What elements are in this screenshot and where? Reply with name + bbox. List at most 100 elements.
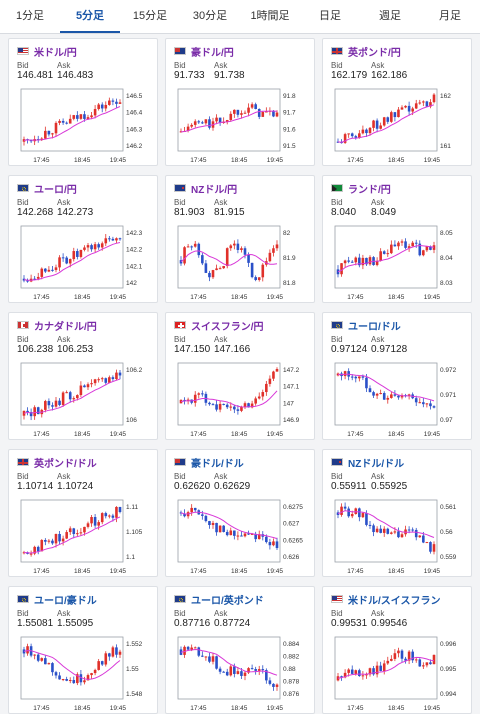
currency-card[interactable]: ユーロ/豪ドル Bid Ask 1.55081 1.55095 1.552 1.55 1.54… xyxy=(8,586,158,714)
currency-pair-link[interactable]: ユーロ/円 xyxy=(34,184,77,196)
card-title: ランド/円 xyxy=(331,181,391,196)
candle-body xyxy=(33,654,36,656)
currency-pair-link[interactable]: ユーロ/ドル xyxy=(348,321,401,333)
candle-body xyxy=(414,242,418,244)
candle-body xyxy=(208,521,211,526)
currency-pair-link[interactable]: ランド/円 xyxy=(348,184,391,196)
candle-body xyxy=(397,242,400,247)
candle-body xyxy=(379,125,382,129)
candle-body xyxy=(418,535,422,538)
currency-pair-link[interactable]: スイスフラン/円 xyxy=(191,321,264,333)
candle-body xyxy=(254,277,257,280)
tab-timeframe[interactable]: 月足 xyxy=(439,10,461,22)
tab-timeframe[interactable]: 1分足 xyxy=(15,10,45,22)
x-tick-label: 19:45 xyxy=(424,705,441,712)
candle-body xyxy=(90,245,93,250)
candle-body xyxy=(190,246,193,248)
currency-pair-link[interactable]: 米ドル/円 xyxy=(34,47,77,59)
x-tick-label: 17:45 xyxy=(33,568,50,575)
currency-card[interactable]: 英ポンド/ドル Bid Ask 1.10714 1.10724 1.11 1.105 1.1 1… xyxy=(8,449,158,577)
currency-card[interactable]: NZドル/円 Bid Ask 81.903 81.915 82 81.9 81.8 17:45 1… xyxy=(165,175,315,303)
currency-card[interactable]: 米ドル/スイスフラン Bid Ask 0.99531 0.99546 0.996 0.995… xyxy=(322,586,472,714)
x-tick-label: 19:45 xyxy=(424,157,441,164)
candle-body xyxy=(272,248,275,253)
candle-body xyxy=(104,513,108,517)
candle-body xyxy=(393,244,397,247)
currency-card[interactable]: 英ポンド/円 Bid Ask 162.179 162.186 162 161 17:45 18:… xyxy=(322,38,472,166)
tab-timeframe[interactable]: 1時間足 xyxy=(250,10,290,22)
flag-icon xyxy=(331,321,343,329)
candle-body xyxy=(211,270,215,278)
currency-pair-link[interactable]: 英ポンド/ドル xyxy=(34,458,97,470)
y-tick-label: 91.8 xyxy=(283,93,296,100)
candle-body xyxy=(76,251,79,257)
candle-body xyxy=(36,654,40,661)
candle-body xyxy=(257,669,261,671)
candle-body xyxy=(397,395,400,398)
y-tick-label: 142.1 xyxy=(126,263,143,270)
currency-pair-link[interactable]: 豪ドル/ドル xyxy=(191,458,244,470)
x-tick-label: 17:45 xyxy=(347,157,364,164)
currency-card[interactable]: ユーロ/英ポンド Bid Ask 0.87716 0.87724 0.884 0.882 0.… xyxy=(165,586,315,714)
candle-body xyxy=(429,403,432,407)
candle-body xyxy=(361,257,365,266)
candle-body xyxy=(414,398,418,403)
currency-pair-link[interactable]: NZドル/円 xyxy=(191,184,238,196)
candle-body xyxy=(100,513,104,523)
bid-value: 142.268 xyxy=(17,207,54,218)
currency-card[interactable]: 豪ドル/ドル Bid Ask 0.62620 0.62629 0.6275 0.627 0.6… xyxy=(165,449,315,577)
currency-pair-link[interactable]: 米ドル/スイスフラン xyxy=(348,595,441,607)
candle-body xyxy=(47,269,51,272)
tab-timeframe[interactable]: 15分足 xyxy=(132,10,168,22)
candle-body xyxy=(193,394,197,403)
currency-card[interactable]: ユーロ/ドル Bid Ask 0.97124 0.97128 0.972 0.971 0.97… xyxy=(322,312,472,440)
candle-body xyxy=(265,536,268,543)
candle-body xyxy=(350,669,354,674)
candle-body xyxy=(390,394,393,398)
y-tick-label: 0.972 xyxy=(440,367,457,374)
currency-pair-link[interactable]: ユーロ/豪ドル xyxy=(34,595,97,607)
currency-pair-link[interactable]: 豪ドル/円 xyxy=(191,47,234,59)
x-tick-label: 19:45 xyxy=(110,157,127,164)
currency-pair-link[interactable]: NZドル/ドル xyxy=(348,458,405,470)
tab-timeframe[interactable]: 週足 xyxy=(379,10,401,22)
y-tick-label: 91.5 xyxy=(283,143,296,150)
ask-label: Ask xyxy=(57,335,71,344)
candle-body xyxy=(375,120,379,129)
currency-card[interactable]: ランド/円 Bid Ask 8.040 8.049 8.05 8.04 8.03 17:45 18… xyxy=(322,175,472,303)
moving-average-line xyxy=(23,242,121,281)
candle-body xyxy=(347,260,350,262)
currency-pair-link[interactable]: ユーロ/英ポンド xyxy=(191,595,264,607)
currency-card[interactable]: スイスフラン/円 Bid Ask 147.150 147.166 147.2 147.1 14… xyxy=(165,312,315,440)
candle-body xyxy=(108,377,111,383)
candle-body xyxy=(257,534,261,540)
price-chart: 0.884 0.882 0.88 0.878 0.876 17:45 18:45 19:45 xyxy=(177,636,300,712)
candle-body xyxy=(72,115,76,119)
candle-body xyxy=(54,533,58,544)
candle-body xyxy=(414,529,418,538)
candle-body xyxy=(115,372,118,380)
candle-body xyxy=(100,243,104,248)
card-title: ユーロ/英ポンド xyxy=(174,592,264,607)
candle-body xyxy=(61,392,65,405)
currency-pair-link[interactable]: カナダドル/円 xyxy=(34,321,97,333)
currency-card[interactable]: ユーロ/円 Bid Ask 142.268 142.273 142.3 142.2 142.1… xyxy=(8,175,158,303)
candle-body xyxy=(240,248,243,250)
currency-card[interactable]: カナダドル/円 Bid Ask 106.238 106.253 106.2 106 17:45… xyxy=(8,312,158,440)
candle-body xyxy=(47,540,51,542)
candle-body xyxy=(365,513,368,525)
y-tick-label: 8.03 xyxy=(440,280,453,287)
candle-body xyxy=(93,109,97,116)
currency-card[interactable]: NZドル/ドル Bid Ask 0.55911 0.55925 0.561 0.56 0.55… xyxy=(322,449,472,577)
bid-label: Bid xyxy=(17,472,29,481)
x-tick-label: 18:45 xyxy=(388,705,405,712)
x-tick-label: 18:45 xyxy=(74,157,91,164)
currency-card[interactable]: 米ドル/円 Bid Ask 146.481 146.483 146.5 146.4 146.3… xyxy=(8,38,158,166)
tab-timeframe[interactable]: 30分足 xyxy=(192,10,228,22)
bid-label: Bid xyxy=(17,609,29,618)
candle-body xyxy=(429,102,432,107)
tab-timeframe[interactable]: 5分足 xyxy=(60,0,120,33)
currency-card[interactable]: 豪ドル/円 Bid Ask 91.733 91.738 91.8 91.7 91.6 91.5 1… xyxy=(165,38,315,166)
currency-pair-link[interactable]: 英ポンド/円 xyxy=(348,47,401,59)
tab-timeframe[interactable]: 日足 xyxy=(319,10,341,22)
